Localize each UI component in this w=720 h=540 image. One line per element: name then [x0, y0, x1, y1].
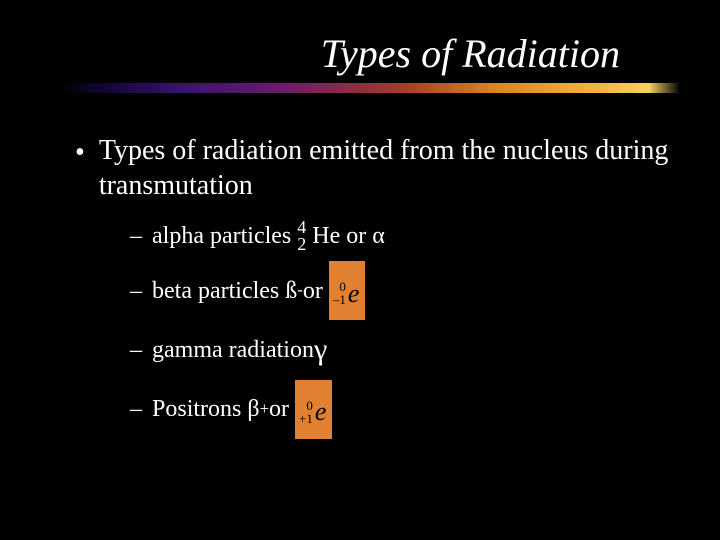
slide: Types of Radiation • Types of radiation …	[0, 0, 720, 540]
dash-icon: –	[130, 331, 142, 369]
beta-label: beta particles ß	[152, 272, 297, 310]
gamma-label: gamma radiation	[152, 331, 314, 369]
alpha-atomic: 2	[297, 236, 306, 253]
positron-after: or	[269, 390, 289, 428]
sub-item-positron: – Positrons β+ or 0 +1 e	[130, 380, 680, 439]
dash-icon: –	[130, 390, 142, 428]
beta-box-bottom: –1	[333, 293, 346, 306]
slide-title: Types of Radiation	[60, 30, 680, 77]
positron-sup: +	[260, 396, 269, 423]
alpha-label: alpha particles	[152, 217, 291, 255]
gamma-symbol: γ	[314, 326, 327, 374]
positron-label: Positrons β	[152, 390, 260, 428]
positron-box-sym: e	[315, 391, 327, 433]
accent-bar	[60, 83, 680, 93]
beta-box-sym: e	[348, 273, 360, 315]
alpha-mid: He or α	[312, 217, 385, 255]
alpha-nuclide: 4 2	[297, 219, 306, 253]
positron-symbol-box: 0 +1 e	[295, 380, 332, 439]
positron-box-bottom: +1	[299, 412, 313, 425]
dash-icon: –	[130, 217, 142, 255]
sub-item-beta: – beta particles ß- or 0 –1 e	[130, 261, 680, 320]
sub-item-gamma: – gamma radiation γ	[130, 326, 680, 374]
beta-symbol-box: 0 –1 e	[329, 261, 366, 320]
main-bullet-text: Types of radiation emitted from the nucl…	[99, 133, 680, 203]
sub-item-alpha: – alpha particles 4 2 He or α	[130, 217, 680, 255]
main-bullet: • Types of radiation emitted from the nu…	[60, 133, 680, 203]
bullet-dot: •	[75, 135, 85, 170]
beta-after: or	[303, 272, 323, 310]
dash-icon: –	[130, 272, 142, 310]
sub-list: – alpha particles 4 2 He or α – beta par…	[60, 217, 680, 439]
